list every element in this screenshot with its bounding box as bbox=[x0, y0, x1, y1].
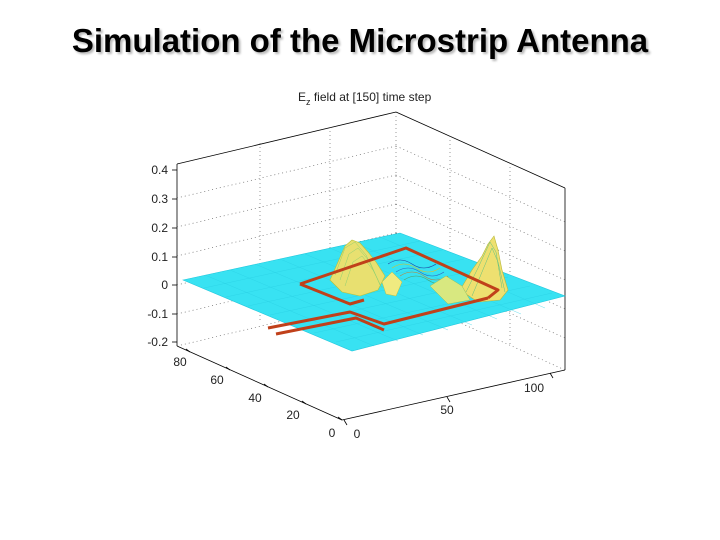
y-tick-label: 60 bbox=[210, 373, 224, 387]
ripple-center bbox=[387, 259, 453, 285]
y-tick-label: 20 bbox=[286, 408, 300, 422]
chart-title-main: E bbox=[298, 90, 306, 104]
x-tick-labels: 0 50 100 bbox=[354, 381, 545, 441]
slide-title: Simulation of the Microstrip Antenna bbox=[71, 22, 649, 59]
z-tick-label: 0.1 bbox=[151, 250, 168, 264]
x-axis-ticks bbox=[343, 372, 554, 426]
chart-title-rest: field at [150] time step bbox=[311, 90, 432, 104]
surface bbox=[182, 232, 566, 352]
y-tick-label: 0 bbox=[329, 426, 336, 440]
z-tick-labels: 0.4 0.3 0.2 0.1 0 -0.1 -0.2 bbox=[147, 163, 168, 349]
x-tick-label: 50 bbox=[440, 403, 454, 417]
y-tick-labels: 80 60 40 20 0 bbox=[173, 355, 335, 440]
x-tick-label: 100 bbox=[524, 381, 544, 395]
chart-title-sub: z bbox=[306, 97, 311, 107]
z-tick-label: 0.2 bbox=[151, 221, 168, 235]
z-tick-label: 0.3 bbox=[151, 192, 168, 206]
peak-right bbox=[429, 235, 509, 305]
y-tick-label: 40 bbox=[248, 391, 262, 405]
y-axis-ticks bbox=[185, 348, 343, 421]
microstrip-outline bbox=[267, 246, 500, 336]
x-tick-label: 0 bbox=[354, 427, 361, 441]
peak-left bbox=[329, 239, 403, 297]
axes-box bbox=[176, 111, 566, 421]
z-tick-label: -0.1 bbox=[147, 307, 168, 321]
z-axis bbox=[172, 169, 177, 343]
chart-title: Ez field at [150] time step bbox=[298, 90, 432, 107]
surface-plane bbox=[182, 232, 566, 352]
y-tick-label: 80 bbox=[173, 355, 187, 369]
z-tick-label: -0.2 bbox=[147, 335, 168, 349]
z-tick-label: 0 bbox=[161, 278, 168, 292]
z-tick-label: 0.4 bbox=[151, 163, 168, 177]
